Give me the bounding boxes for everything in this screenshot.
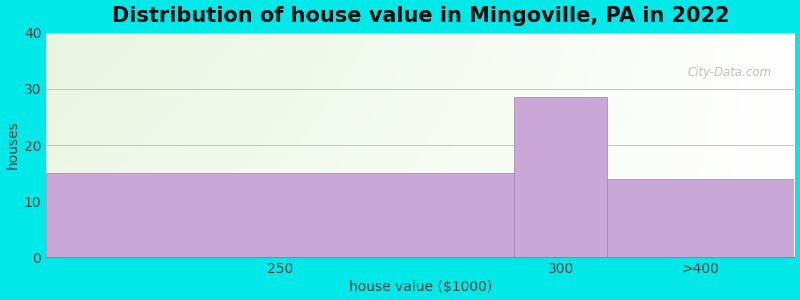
Bar (514, 97, 607, 257)
Y-axis label: houses: houses (6, 121, 19, 170)
Bar (46, 173, 514, 257)
X-axis label: house value ($1000): house value ($1000) (349, 280, 492, 294)
Text: City-Data.com: City-Data.com (688, 66, 772, 80)
Title: Distribution of house value in Mingoville, PA in 2022: Distribution of house value in Mingovill… (111, 6, 729, 26)
Bar (607, 179, 794, 257)
